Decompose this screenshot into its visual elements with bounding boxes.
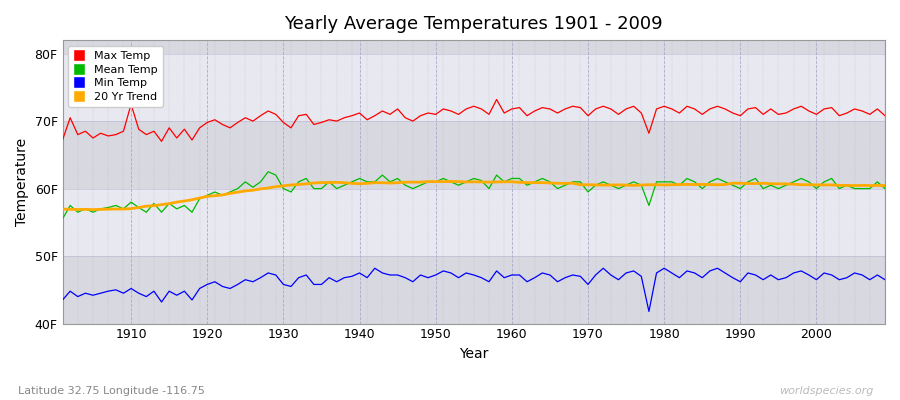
Bar	[62, 256, 885, 324]
Bar	[62, 54, 885, 121]
Legend: Max Temp, Mean Temp, Min Temp, 20 Yr Trend: Max Temp, Mean Temp, Min Temp, 20 Yr Tre…	[68, 46, 163, 107]
Y-axis label: Temperature: Temperature	[15, 138, 29, 226]
Text: Latitude 32.75 Longitude -116.75: Latitude 32.75 Longitude -116.75	[18, 386, 205, 396]
Bar	[62, 188, 885, 256]
Bar	[62, 0, 885, 54]
Text: worldspecies.org: worldspecies.org	[778, 386, 873, 396]
Bar	[62, 121, 885, 188]
X-axis label: Year: Year	[459, 347, 489, 361]
Title: Yearly Average Temperatures 1901 - 2009: Yearly Average Temperatures 1901 - 2009	[284, 15, 663, 33]
